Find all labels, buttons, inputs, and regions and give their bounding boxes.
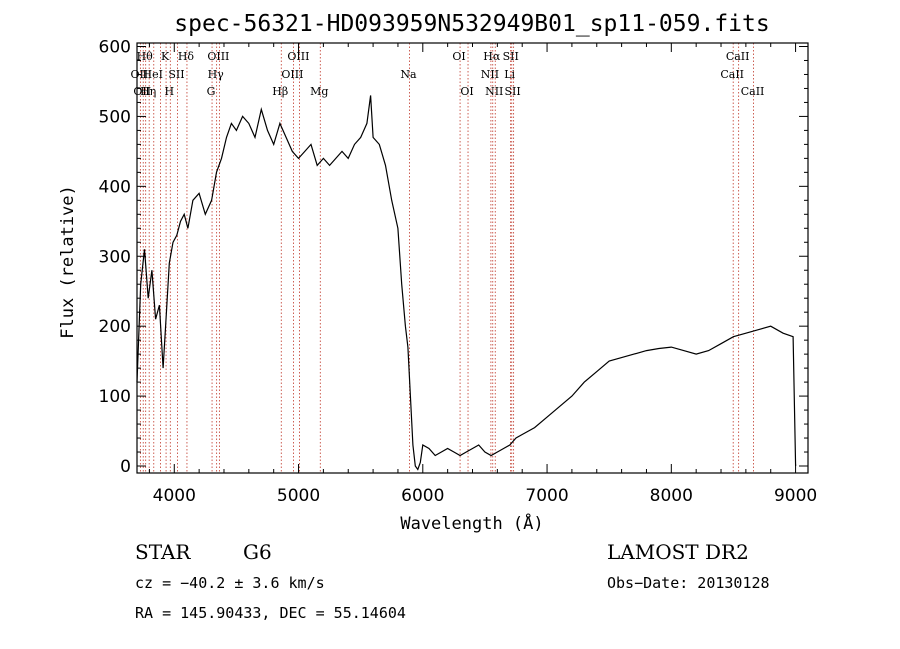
y-tick-label: 200 [99, 317, 131, 337]
plot-area [136, 95, 797, 471]
spectral-line-label: G [207, 85, 216, 98]
spectral-line-label: SII [505, 85, 521, 98]
x-tick-label: 5000 [277, 486, 320, 506]
spectral-line-label: H [165, 85, 175, 98]
spectral-line-label: Mg [310, 85, 328, 98]
x-tick-label: 4000 [153, 486, 196, 506]
spectral-line-label: K [161, 50, 170, 63]
spectral-line-label: OIII [287, 50, 309, 63]
spectral-line-label: NII [481, 68, 499, 81]
spectrum-series-line [136, 95, 797, 471]
chart-title: spec-56321-HD093959N532949B01_sp11-059.f… [174, 11, 769, 37]
x-tick-label: 7000 [525, 486, 568, 506]
object-class: STAR [135, 540, 191, 564]
spectral-line-label: OIII [281, 68, 303, 81]
redshift-text: cz = −40.2 ± 3.6 km/s [135, 574, 325, 592]
x-axis-label: Wavelength (Å) [400, 512, 543, 534]
spectral-line-label: Hθ [137, 50, 154, 63]
spectral-line-label: Li [504, 68, 515, 81]
spectral-line-label: Na [400, 68, 417, 81]
spectral-line-label: CaII [741, 85, 765, 98]
y-tick-label: 0 [120, 457, 131, 477]
y-tick-label: 100 [99, 387, 131, 407]
spectral-line-label: OI [460, 85, 473, 98]
survey-name: LAMOST DR2 [607, 540, 749, 564]
spectral-line-label: Hδ [178, 50, 195, 63]
object-subclass: G6 [243, 540, 272, 564]
spectral-line-label: Hβ [272, 85, 288, 98]
ra-dec-coordinates: RA = 145.90433, DEC = 55.14604 [135, 604, 406, 622]
y-tick-label: 300 [99, 247, 131, 267]
y-tick-label: 500 [99, 107, 131, 127]
observation-date: Obs−Date: 20130128 [607, 574, 770, 592]
spectral-line-label: CaII [720, 68, 744, 81]
spectral-line-label: Hγ [208, 68, 225, 81]
spectral-line-label: OI [452, 50, 465, 63]
spectral-line-label: HeI [143, 68, 163, 81]
x-tick-label: 8000 [650, 486, 693, 506]
spectral-line-label: CaII [726, 50, 750, 63]
axes: 4000 5000 6000 7000 8000 9000 0 100 200 300 400 500… [99, 37, 818, 506]
spectral-line-label: SII [503, 50, 519, 63]
y-axis-label: Flux (relative) [58, 185, 78, 339]
y-tick-label: 600 [99, 37, 131, 57]
x-tick-label: 6000 [401, 486, 444, 506]
spectral-line-label: NII [485, 85, 503, 98]
spectral-line-label: Hη [140, 85, 156, 98]
spectral-line-labels: OII OII Hθ Hη HeI K H SII Hδ G Hγ OIII Hβ OIII OIII Mg N… [130, 50, 764, 98]
spectral-line-label: SII [168, 68, 184, 81]
spectral-line-label: Hα [483, 50, 501, 63]
spectral-line-label: OIII [207, 50, 229, 63]
x-tick-label: 9000 [774, 486, 817, 506]
y-tick-label: 400 [99, 177, 131, 197]
spectral-line-markers [139, 43, 754, 473]
spectral-line-label: OII [130, 68, 148, 81]
spectral-line-label: OII [133, 85, 151, 98]
